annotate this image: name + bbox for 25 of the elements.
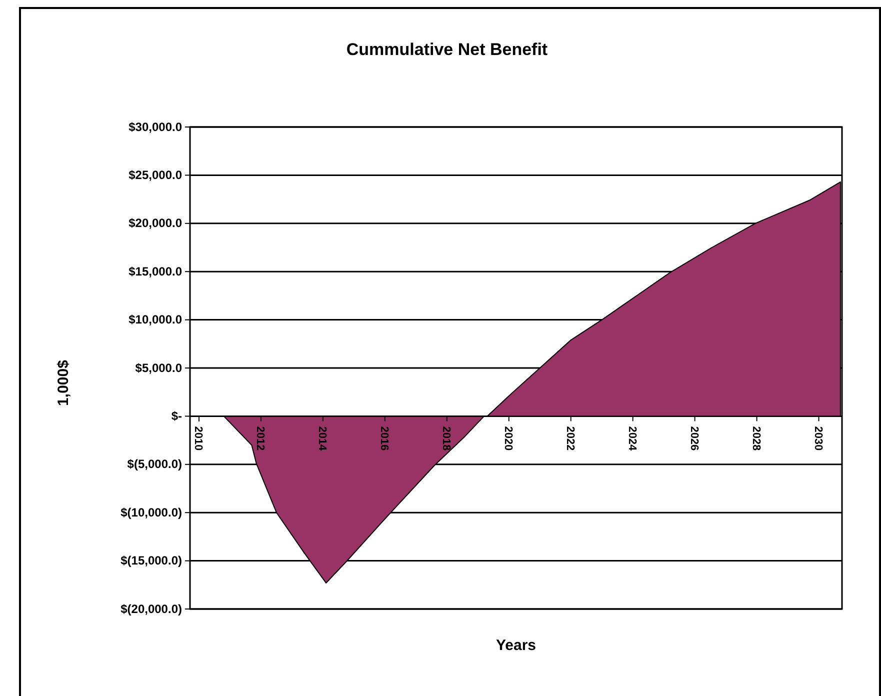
x-tick-label: 2020 <box>502 426 514 451</box>
chart-title: Cummulative Net Benefit <box>346 40 548 59</box>
x-tick-label: 2012 <box>254 426 266 451</box>
x-axis-title: Years <box>496 637 536 654</box>
x-tick-label: 2016 <box>378 426 390 451</box>
x-tick-label: 2018 <box>440 426 452 451</box>
y-tick-label: $(20,000.0) <box>120 602 182 616</box>
y-tick-label: $(10,000.0) <box>120 505 182 520</box>
y-tick-label: $5,000.0 <box>135 360 182 375</box>
y-tick-label: $(5,000.0) <box>127 457 182 472</box>
y-axis-title: 1,000$ <box>55 359 72 406</box>
x-tick-label: 2024 <box>626 426 638 452</box>
y-tick-label: $10,000.0 <box>128 312 182 327</box>
y-tick-label: $- <box>171 409 182 424</box>
x-tick-label: 2026 <box>688 426 700 451</box>
x-tick-label: 2014 <box>316 426 328 452</box>
y-tick-label: $25,000.0 <box>128 168 182 182</box>
y-tick-label: $15,000.0 <box>128 264 182 278</box>
y-tick-label: $30,000.0 <box>128 120 182 134</box>
y-tick-label: $(15,000.0) <box>120 554 182 568</box>
x-tick-label: 2010 <box>192 426 204 451</box>
x-tick-label: 2028 <box>750 426 762 451</box>
y-tick-label: $20,000.0 <box>128 216 182 230</box>
x-tick-label: 2030 <box>812 426 824 451</box>
x-tick-label: 2022 <box>564 426 576 451</box>
